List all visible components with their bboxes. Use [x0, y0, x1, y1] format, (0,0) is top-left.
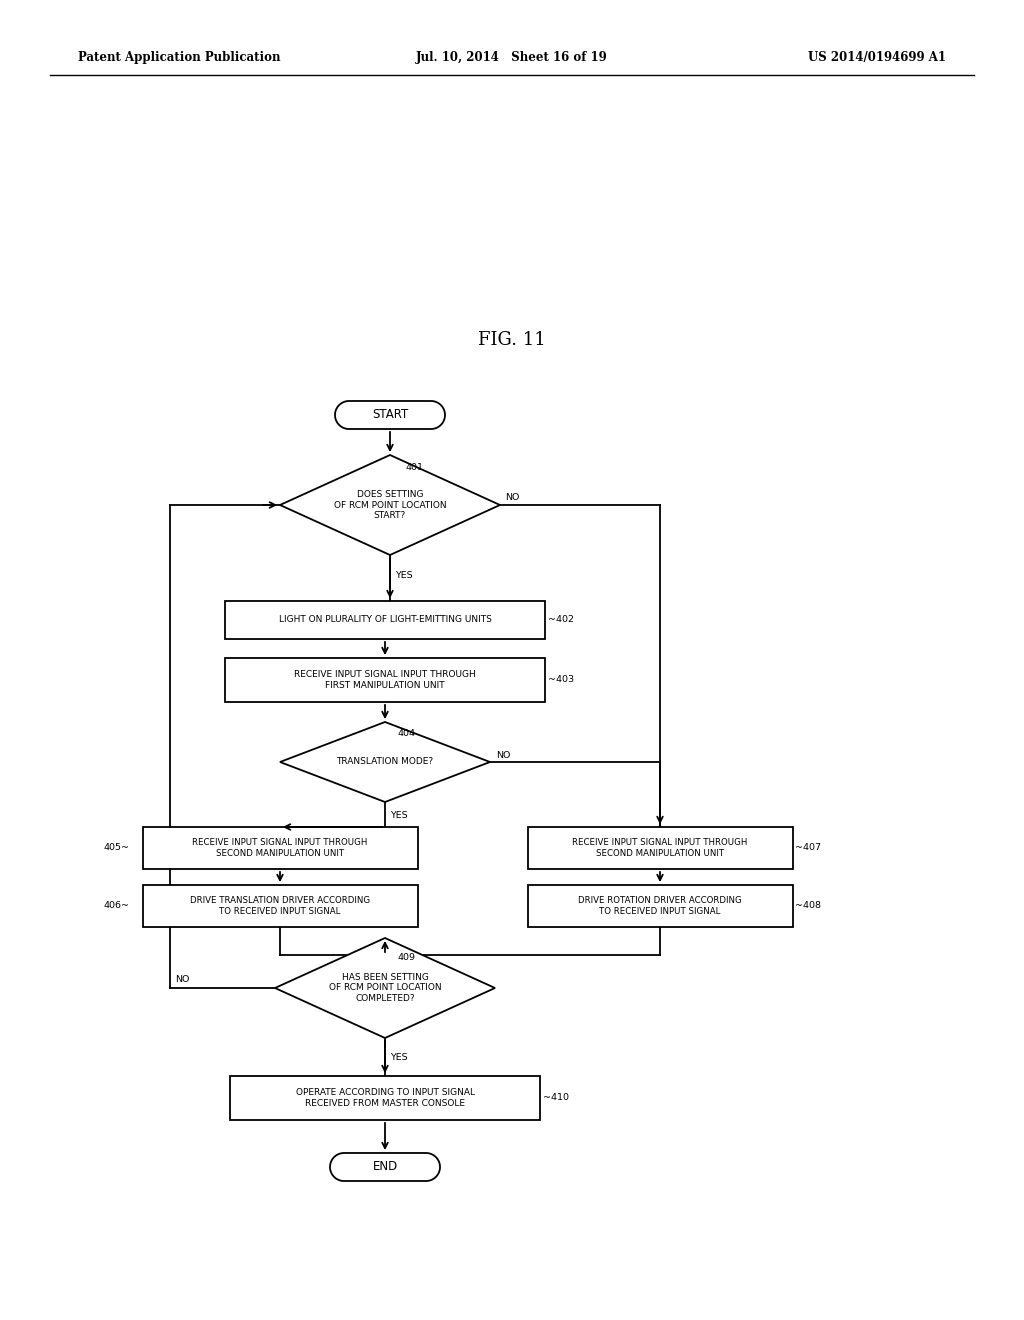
Text: ~403: ~403	[548, 676, 574, 685]
Text: ~407: ~407	[795, 843, 821, 853]
Text: FIG. 11: FIG. 11	[478, 331, 546, 348]
Text: DRIVE ROTATION DRIVER ACCORDING
TO RECEIVED INPUT SIGNAL: DRIVE ROTATION DRIVER ACCORDING TO RECEI…	[579, 896, 741, 916]
Text: DRIVE TRANSLATION DRIVER ACCORDING
TO RECEIVED INPUT SIGNAL: DRIVE TRANSLATION DRIVER ACCORDING TO RE…	[189, 896, 370, 916]
Bar	[142, 884, 418, 927]
Text: RECEIVE INPUT SIGNAL INPUT THROUGH
SECOND MANIPULATION UNIT: RECEIVE INPUT SIGNAL INPUT THROUGH SECON…	[193, 838, 368, 858]
Text: 404: 404	[398, 729, 416, 738]
Text: 409: 409	[398, 953, 416, 962]
Bar	[230, 1076, 540, 1119]
Bar	[225, 657, 545, 702]
Text: ~408: ~408	[795, 902, 821, 911]
Text: YES: YES	[390, 1052, 408, 1061]
Bar	[527, 884, 793, 927]
Bar	[142, 828, 418, 869]
Bar	[527, 828, 793, 869]
Text: 401: 401	[406, 463, 423, 473]
Text: START: START	[372, 408, 409, 421]
Text: HAS BEEN SETTING
OF RCM POINT LOCATION
COMPLETED?: HAS BEEN SETTING OF RCM POINT LOCATION C…	[329, 973, 441, 1003]
Text: YES: YES	[395, 572, 413, 581]
Text: LIGHT ON PLURALITY OF LIGHT-EMITTING UNITS: LIGHT ON PLURALITY OF LIGHT-EMITTING UNI…	[279, 615, 492, 624]
Text: OPERATE ACCORDING TO INPUT SIGNAL
RECEIVED FROM MASTER CONSOLE: OPERATE ACCORDING TO INPUT SIGNAL RECEIV…	[296, 1088, 474, 1107]
Text: TRANSLATION MODE?: TRANSLATION MODE?	[337, 758, 433, 767]
Polygon shape	[330, 1152, 440, 1181]
Text: RECEIVE INPUT SIGNAL INPUT THROUGH
SECOND MANIPULATION UNIT: RECEIVE INPUT SIGNAL INPUT THROUGH SECON…	[572, 838, 748, 858]
Text: 406~: 406~	[104, 902, 130, 911]
Bar	[225, 601, 545, 639]
Polygon shape	[280, 722, 490, 803]
Text: NO: NO	[505, 494, 519, 503]
Text: YES: YES	[390, 812, 408, 821]
Text: ~402: ~402	[548, 615, 574, 624]
Text: NO: NO	[496, 751, 510, 759]
Text: Patent Application Publication: Patent Application Publication	[78, 51, 281, 65]
Text: US 2014/0194699 A1: US 2014/0194699 A1	[808, 51, 946, 65]
Text: 405~: 405~	[104, 843, 130, 853]
Text: END: END	[373, 1160, 397, 1173]
Text: ~410: ~410	[543, 1093, 569, 1102]
Text: RECEIVE INPUT SIGNAL INPUT THROUGH
FIRST MANIPULATION UNIT: RECEIVE INPUT SIGNAL INPUT THROUGH FIRST…	[294, 671, 476, 689]
Text: Jul. 10, 2014   Sheet 16 of 19: Jul. 10, 2014 Sheet 16 of 19	[416, 51, 608, 65]
Text: DOES SETTING
OF RCM POINT LOCATION
START?: DOES SETTING OF RCM POINT LOCATION START…	[334, 490, 446, 520]
Polygon shape	[275, 939, 495, 1038]
Polygon shape	[335, 401, 445, 429]
Text: NO: NO	[175, 975, 189, 985]
Polygon shape	[280, 455, 500, 554]
